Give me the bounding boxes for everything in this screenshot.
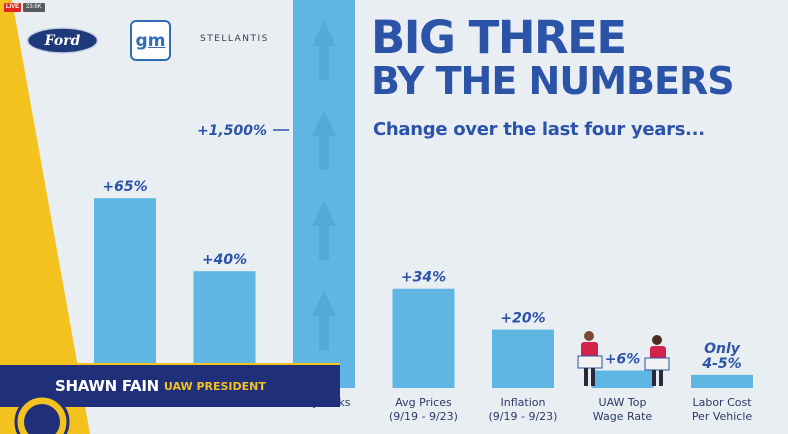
ford-logo-text: Ford xyxy=(44,33,81,49)
overflow-arrow-4 xyxy=(312,290,336,350)
live-badge: LIVE xyxy=(4,3,21,12)
headline: BIG THREE BY THE NUMBERS xyxy=(371,11,735,103)
yellow-wedge xyxy=(0,0,90,434)
speaker-name: SHAWN FAIN xyxy=(55,377,159,395)
value-label-7: 4-5% xyxy=(701,356,741,372)
category-label-5: Inflation xyxy=(501,396,546,409)
category-label-5: (9/19 - 9/23) xyxy=(489,410,558,423)
category-label-7: Per Vehicle xyxy=(692,410,753,423)
gm-logo: gm xyxy=(130,20,171,61)
overflow-arrow-1 xyxy=(312,20,336,80)
category-label-6: Wage Rate xyxy=(593,410,653,423)
headline-line2: BY THE NUMBERS xyxy=(371,59,735,103)
bar-6 xyxy=(591,370,654,388)
overflow-arrow-2 xyxy=(312,110,336,170)
stellantis-logo: STELLANTIS xyxy=(200,34,269,44)
bar-4 xyxy=(392,288,455,388)
bar-1 xyxy=(94,198,156,388)
category-label-7: Labor Cost xyxy=(692,396,752,409)
value-label-4: +34% xyxy=(401,270,446,286)
value-label-7: Only xyxy=(704,341,741,357)
overflow-arrow-3 xyxy=(312,200,336,260)
value-label-3: +1,500% xyxy=(197,123,267,139)
uaw-workers-photo xyxy=(577,331,670,386)
lower-third: SHAWN FAIN UAW PRESIDENT xyxy=(0,363,340,407)
bar-7 xyxy=(691,374,753,388)
gm-logo-text: gm xyxy=(135,30,166,51)
category-label-6: UAW Top xyxy=(599,396,647,409)
headline-line1: BIG THREE xyxy=(371,11,627,64)
value-label-5: +20% xyxy=(500,311,545,327)
viewer-count: 23.6K xyxy=(23,3,45,12)
value-label-6: +6% xyxy=(605,351,641,367)
speaker-title: UAW PRESIDENT xyxy=(163,379,266,393)
ford-logo: Ford xyxy=(26,27,99,54)
value-label-2: +40% xyxy=(202,252,247,268)
bar-5 xyxy=(492,329,554,388)
subhead: Change over the last four years... xyxy=(373,119,705,140)
uaw-seal-icon xyxy=(14,394,70,434)
value-label-1: +65% xyxy=(102,179,147,195)
category-label-4: (9/19 - 9/23) xyxy=(389,410,458,423)
category-label-4: Avg Prices xyxy=(395,396,452,409)
